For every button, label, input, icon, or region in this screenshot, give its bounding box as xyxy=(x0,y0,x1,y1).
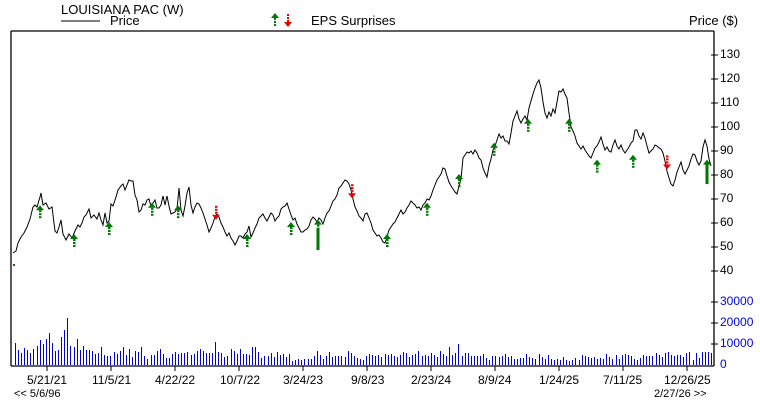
eps-surprise-markers xyxy=(36,118,711,250)
y-tick-label: 130 xyxy=(720,47,741,61)
eps-up-arrow-icon xyxy=(565,118,573,132)
price-line xyxy=(12,78,712,254)
eps-up-arrow-icon xyxy=(455,174,463,187)
eps-down-arrow-icon xyxy=(348,184,356,199)
eps-down-arrow-icon xyxy=(663,155,671,170)
x-tick-label: 1/24/25 xyxy=(539,373,580,387)
price-start-marker xyxy=(13,264,15,266)
x-tick-label: 10/7/22 xyxy=(220,373,261,387)
legend-price-label: Price xyxy=(110,13,140,28)
volume-bars xyxy=(15,318,712,365)
scroll-forward-link[interactable]: 2/27/26 >> xyxy=(654,388,707,400)
y-tick-label: 120 xyxy=(720,71,741,85)
x-tick-label: 2/23/24 xyxy=(411,373,452,387)
volume-tick-label: 0 xyxy=(720,357,727,371)
y-tick-label: 60 xyxy=(720,215,734,229)
x-tick-label: 5/21/21 xyxy=(27,373,68,387)
eps-up-arrow-icon xyxy=(383,234,391,247)
x-tick-label: 7/11/25 xyxy=(603,373,643,387)
chart-title: LOUISIANA PAC (W) xyxy=(61,2,184,17)
legend-eps-up-icon xyxy=(271,13,279,26)
volume-tick-label: 20000 xyxy=(720,315,754,329)
y-tick-label: 40 xyxy=(720,263,734,277)
volume-tick-label: 30000 xyxy=(720,294,754,308)
y-tick-label: 80 xyxy=(720,167,734,181)
eps-up-arrow-icon xyxy=(70,234,78,247)
x-axis-ticks xyxy=(46,366,688,371)
x-tick-label: 8/9/24 xyxy=(478,373,512,387)
eps-up-arrow-shaft xyxy=(705,164,709,184)
y-tick-label: 70 xyxy=(720,191,734,205)
eps-up-arrow-icon xyxy=(243,234,251,247)
eps-up-arrow-icon xyxy=(174,205,182,219)
y-tick-label: 50 xyxy=(720,239,734,253)
eps-up-arrow-icon xyxy=(287,222,295,235)
legend-eps-label: EPS Surprises xyxy=(311,13,396,28)
eps-up-arrow-icon xyxy=(148,202,156,216)
scroll-back-link[interactable]: << 5/6/96 xyxy=(14,388,61,400)
y-axis-title: Price ($) xyxy=(689,13,739,28)
eps-up-arrow-icon xyxy=(524,118,532,132)
eps-up-arrow-icon xyxy=(629,154,637,168)
eps-up-arrow-icon xyxy=(36,205,44,219)
y-tick-label: 90 xyxy=(720,143,734,157)
price-axis-ticks xyxy=(711,54,718,345)
y-tick-label: 100 xyxy=(720,119,741,133)
x-tick-label: 9/8/23 xyxy=(351,373,385,387)
x-tick-label: 4/22/22 xyxy=(155,373,196,387)
eps-up-arrow-icon xyxy=(490,142,498,156)
eps-up-arrow-shaft xyxy=(316,228,320,250)
x-tick-label: 3/24/23 xyxy=(283,373,324,387)
x-tick-label: 11/5/21 xyxy=(92,373,132,387)
chart-frame xyxy=(10,30,715,367)
eps-up-arrow-icon xyxy=(423,202,431,216)
x-tick-label: 12/26/25 xyxy=(664,373,711,387)
legend-eps-down-icon xyxy=(284,14,292,27)
eps-down-arrow-icon xyxy=(212,205,220,220)
eps-up-arrow-icon xyxy=(105,222,113,235)
eps-up-arrow-icon xyxy=(593,159,601,173)
volume-tick-label: 10000 xyxy=(720,336,754,350)
y-tick-label: 110 xyxy=(720,95,740,109)
